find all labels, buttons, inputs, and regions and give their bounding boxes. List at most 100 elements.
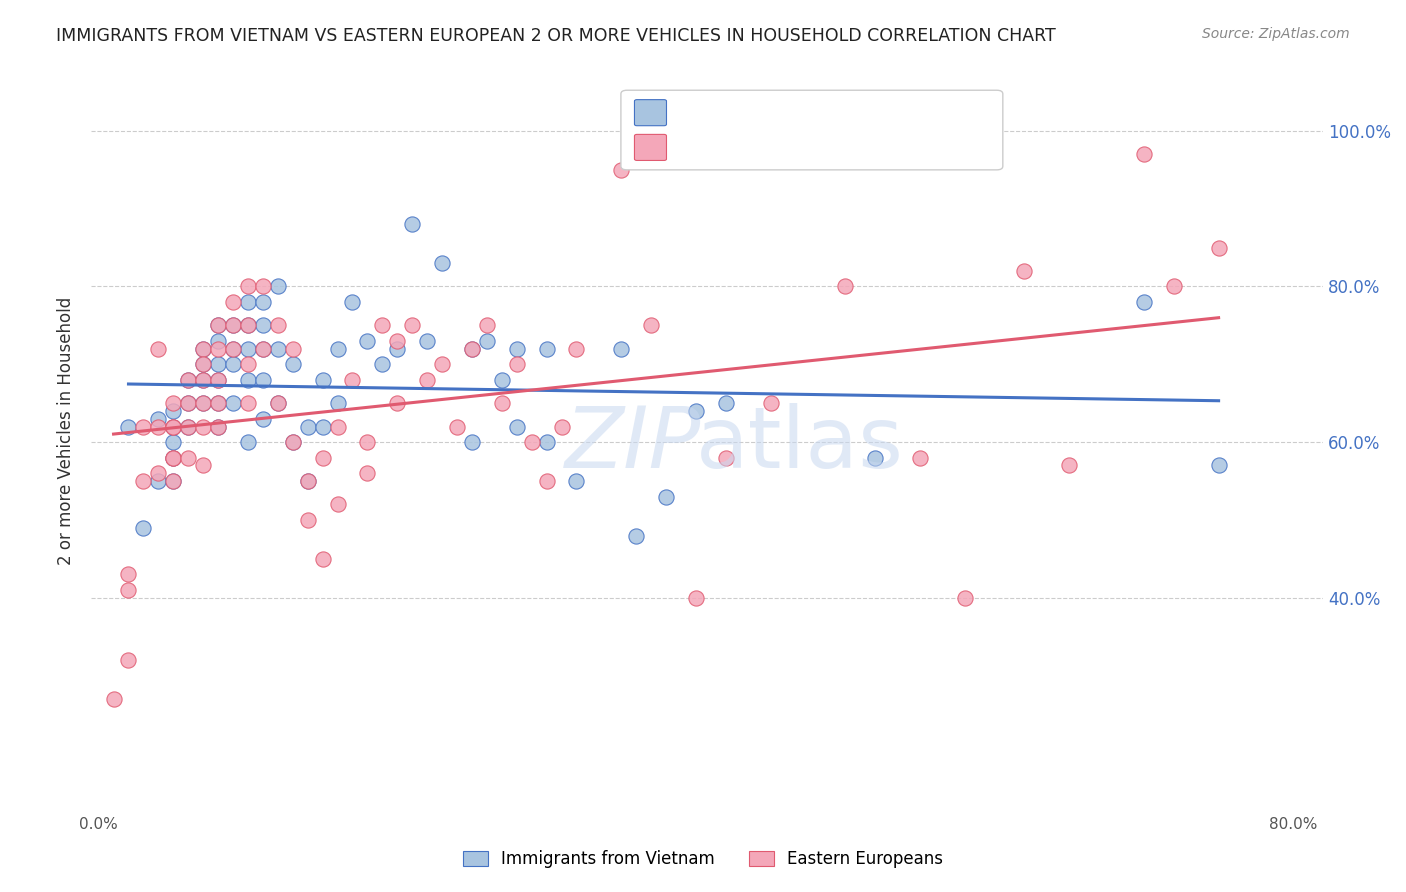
Point [162,419,184,434]
Point [1208,458,1230,473]
Point [506,419,529,434]
Point [610,342,633,356]
Point [207,334,229,348]
Point [177,419,200,434]
Point [387,396,409,410]
Point [207,318,229,333]
Point [252,318,274,333]
Point [177,373,200,387]
Point [953,591,976,605]
Point [342,373,364,387]
Text: N =  71: N = 71 [842,99,917,118]
Point [148,342,170,356]
Point [1014,264,1036,278]
Point [655,490,678,504]
Point [610,162,633,177]
Point [148,467,170,481]
FancyBboxPatch shape [634,100,666,126]
Point [326,342,349,356]
Point [475,318,498,333]
Point [162,450,184,465]
Point [475,334,498,348]
Point [297,513,319,527]
Point [491,373,513,387]
Point [191,373,214,387]
Point [371,357,394,371]
Point [117,419,139,434]
Text: R = 0.213: R = 0.213 [679,99,769,118]
Point [177,373,200,387]
Point [207,342,229,356]
Point [461,435,484,450]
Point [177,396,200,410]
Text: R = 0.313: R = 0.313 [679,134,769,152]
Point [267,396,290,410]
Point [162,474,184,488]
Point [191,357,214,371]
Point [834,279,856,293]
Point [311,450,333,465]
Text: ZIP: ZIP [565,403,702,486]
Point [207,318,229,333]
Point [536,435,558,450]
Point [401,318,423,333]
Text: 0.0%: 0.0% [79,817,118,832]
Point [536,474,558,488]
Point [461,342,484,356]
Point [191,396,214,410]
Point [236,279,259,293]
Point [281,435,304,450]
Point [132,521,155,535]
Point [177,450,200,465]
Point [506,342,529,356]
FancyBboxPatch shape [621,90,1002,169]
FancyBboxPatch shape [634,135,666,161]
Point [297,474,319,488]
Text: atlas: atlas [696,403,904,486]
Point [446,419,468,434]
Point [430,357,453,371]
Point [207,419,229,434]
Point [714,396,737,410]
Point [356,467,378,481]
Point [222,295,245,310]
Point [311,419,333,434]
Point [624,528,647,542]
Point [565,342,588,356]
Point [162,419,184,434]
Point [162,404,184,418]
Y-axis label: 2 or more Vehicles in Household: 2 or more Vehicles in Household [58,296,75,565]
Point [267,396,290,410]
Point [267,318,290,333]
Point [103,692,125,706]
Point [311,373,333,387]
Point [371,318,394,333]
Point [387,334,409,348]
Point [281,342,304,356]
Point [520,435,543,450]
Point [326,419,349,434]
Point [1133,147,1156,161]
Point [162,435,184,450]
Point [685,404,707,418]
Point [191,458,214,473]
Point [236,318,259,333]
Point [191,342,214,356]
Point [117,582,139,597]
Point [162,450,184,465]
Text: 80.0%: 80.0% [1270,817,1317,832]
Text: IMMIGRANTS FROM VIETNAM VS EASTERN EUROPEAN 2 OR MORE VEHICLES IN HOUSEHOLD CORR: IMMIGRANTS FROM VIETNAM VS EASTERN EUROP… [56,27,1056,45]
Point [252,295,274,310]
Point [297,419,319,434]
Point [207,419,229,434]
Point [148,474,170,488]
Point [148,411,170,425]
Point [236,373,259,387]
Point [162,396,184,410]
Point [550,419,572,434]
Point [387,342,409,356]
Point [565,474,588,488]
Point [222,342,245,356]
Point [236,342,259,356]
Point [236,435,259,450]
